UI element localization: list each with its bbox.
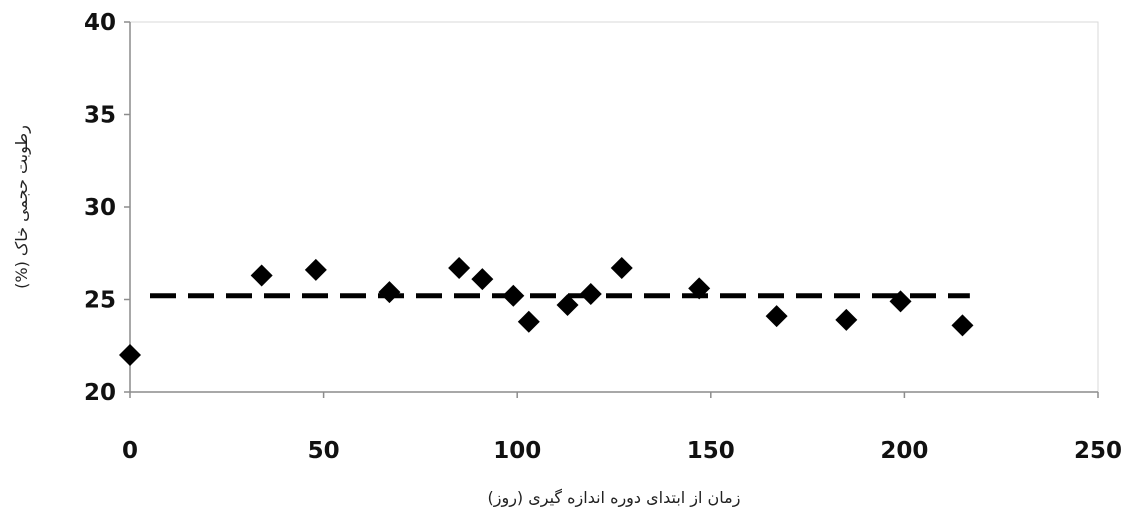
- y-axis-title: رطوبت حجمی خاک (%): [12, 125, 32, 289]
- data-point-diamond: [610, 257, 633, 280]
- data-point-diamond: [471, 268, 494, 291]
- x-tick-label: 150: [687, 438, 735, 464]
- data-point-diamond: [119, 344, 141, 366]
- y-tick-label: 25: [84, 288, 116, 314]
- y-tick-label: 20: [84, 380, 116, 406]
- data-point-diamond: [556, 294, 579, 317]
- data-point-diamond: [517, 310, 540, 333]
- x-axis-ticks: 0 50 100 150 200 250: [122, 392, 1122, 464]
- data-point-diamond: [502, 284, 525, 307]
- data-point-diamond: [250, 264, 273, 287]
- y-axis-ticks: 20 25 30 35 40: [84, 10, 130, 406]
- data-point-diamond: [889, 290, 912, 313]
- data-point-diamond: [448, 257, 471, 280]
- x-axis-title: زمان از ابتدای دوره اندازه گیری (روز): [488, 488, 741, 508]
- x-tick-label: 50: [308, 438, 340, 464]
- x-tick-label: 0: [122, 438, 138, 464]
- plot-frame: [129, 21, 1099, 393]
- data-point-diamond: [951, 314, 974, 337]
- y-tick-label: 35: [84, 103, 116, 129]
- x-tick-label: 200: [880, 438, 928, 464]
- x-tick-label: 250: [1074, 438, 1122, 464]
- data-point-diamond: [688, 277, 711, 300]
- data-point-diamond: [378, 281, 401, 304]
- data-point-diamond: [765, 305, 788, 328]
- data-point-diamond: [579, 282, 602, 305]
- y-tick-label: 40: [84, 10, 116, 36]
- data-point-diamond: [835, 308, 858, 331]
- x-tick-label: 100: [493, 438, 541, 464]
- y-tick-label: 30: [84, 195, 116, 221]
- data-points: [119, 257, 974, 366]
- data-point-diamond: [304, 258, 327, 281]
